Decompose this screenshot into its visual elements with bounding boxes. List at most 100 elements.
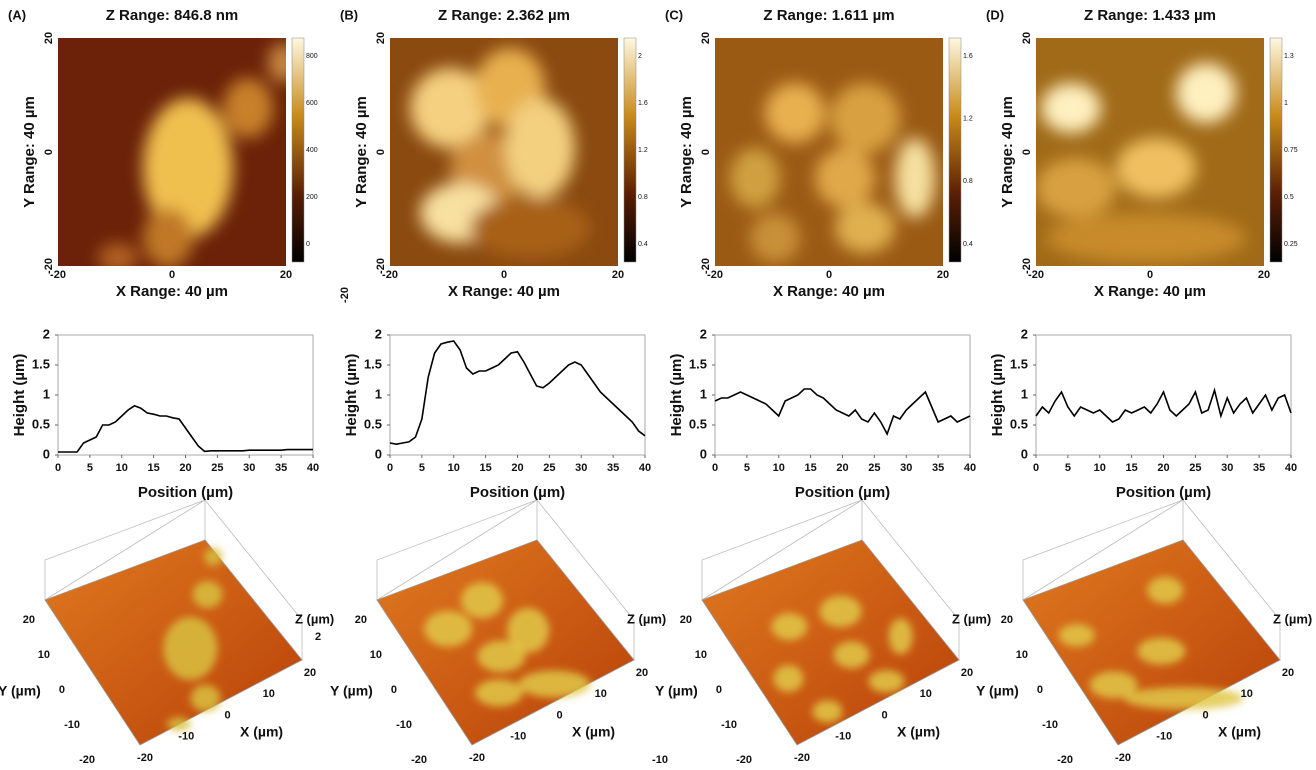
plot-frame: [715, 335, 970, 455]
surface-z-label: Z (µm): [1273, 611, 1312, 626]
colorbar: [949, 38, 961, 262]
x-tick-label: 35: [1253, 462, 1265, 474]
surface-feature: [834, 641, 870, 668]
image-y-tick: -20: [375, 258, 387, 274]
image-feature: [830, 83, 900, 153]
surface-x-tick: 0: [224, 709, 230, 721]
image-feature: [730, 148, 780, 208]
x-tick-label: 40: [1285, 462, 1297, 474]
surface-z-label: Z (µm): [952, 611, 991, 626]
surface-x-tick: 0: [1202, 709, 1208, 721]
surface-feature: [518, 670, 590, 697]
surface-x-tick: -20: [1115, 752, 1131, 764]
y-tick-label: 1: [1021, 386, 1028, 401]
surface-x-tick: 20: [1282, 667, 1294, 679]
surface-y-tick: 0: [391, 684, 397, 696]
image-x-tick: 20: [1258, 269, 1270, 281]
y-tick-label: 0.5: [1010, 416, 1028, 431]
image-x-tick: 0: [1147, 269, 1153, 281]
surface-x-tick: -20: [469, 752, 485, 764]
surface-y-tick: 20: [680, 614, 692, 626]
image-y-tick: 20: [700, 32, 712, 44]
image-x-tick: 0: [169, 269, 175, 281]
colorbar-tick: 0.4: [638, 241, 648, 248]
surface-x-label: X (µm): [572, 724, 615, 740]
y-tick-label: 2: [700, 326, 707, 341]
y-axis-label: Height (µm): [989, 354, 1006, 437]
surface-x-tick: 10: [1241, 688, 1253, 700]
afm-image: [390, 38, 618, 266]
x-tick-label: 5: [1065, 462, 1071, 474]
x-tick-label: 30: [900, 462, 912, 474]
surface-x-label: X (µm): [240, 724, 283, 740]
height-profile: [715, 389, 970, 434]
colorbar-tick: 0.8: [963, 178, 973, 185]
x-tick-label: 10: [773, 462, 785, 474]
y-tick-label: 1: [375, 386, 382, 401]
surface-z-tick: 2: [315, 631, 321, 643]
x-tick-label: 35: [607, 462, 619, 474]
surface-feature: [204, 548, 222, 566]
y-tick-label: 1.5: [1010, 356, 1028, 371]
image-y-tick: 0: [43, 149, 55, 155]
colorbar: [1270, 38, 1282, 262]
surface-feature: [889, 618, 913, 654]
surface-feature: [507, 608, 549, 653]
image-y-tick: 0: [700, 149, 712, 155]
surface-feature: [1059, 624, 1095, 647]
surface-y-tick: 10: [695, 649, 707, 661]
image-y-tick: 0: [375, 149, 387, 155]
image-y-tick: -20: [1021, 258, 1033, 274]
surface-x-tick: -20: [794, 752, 810, 764]
image-x-label: X Range: 40 µm: [116, 283, 228, 300]
surface-y-label: Y (µm): [976, 683, 1019, 699]
x-tick-label: 25: [868, 462, 880, 474]
image-x-tick: 0: [501, 269, 507, 281]
surface-y-tick: 0: [716, 684, 722, 696]
surface-z-label: Z (µm): [295, 611, 334, 626]
x-tick-label: 30: [575, 462, 587, 474]
surface-x-tick: -10: [510, 731, 526, 743]
surface-x-tick: -10: [1156, 731, 1172, 743]
image-feature: [1116, 138, 1196, 198]
x-axis-label: Position (µm): [795, 484, 890, 501]
surface-y-tick: 10: [1016, 649, 1028, 661]
x-tick-label: 10: [1094, 462, 1106, 474]
colorbar-tick: 1.2: [963, 116, 973, 123]
surface-y-label: Y (µm): [330, 683, 373, 699]
image-y-tick: -20: [700, 258, 712, 274]
x-tick-label: 25: [543, 462, 555, 474]
image-feature: [1176, 63, 1236, 123]
x-tick-label: 40: [639, 462, 651, 474]
figure: (A)Z Range: 846.8 nm-20020-20020X Range:…: [0, 0, 1316, 770]
y-tick-label: 0.5: [32, 416, 50, 431]
colorbar-tick: 1.2: [638, 147, 648, 154]
panel-label: (C): [665, 7, 683, 22]
x-tick-label: 10: [448, 462, 460, 474]
image-feature: [765, 83, 825, 143]
image-x-tick: 20: [280, 269, 292, 281]
colorbar-tick: 600: [306, 100, 318, 107]
x-tick-label: 20: [836, 462, 848, 474]
x-axis-label: Position (µm): [470, 484, 565, 501]
surface-feature: [812, 700, 842, 723]
afm-image: [715, 38, 943, 266]
colorbar-tick: 2: [638, 53, 642, 60]
surface-y-tick: 10: [38, 649, 50, 661]
colorbar-tick: 1.6: [963, 53, 973, 60]
image-x-tick: 20: [937, 269, 949, 281]
y-tick-label: 0.5: [364, 416, 382, 431]
surface-y-tick: -10: [396, 719, 412, 731]
x-tick-label: 40: [307, 462, 319, 474]
x-tick-label: 20: [1157, 462, 1169, 474]
surface-feature: [461, 582, 503, 618]
image-feature: [895, 138, 935, 218]
height-profile: [1036, 390, 1291, 422]
x-tick-label: 10: [116, 462, 128, 474]
panel-label: (B): [340, 7, 358, 22]
y-tick-label: 1.5: [689, 356, 707, 371]
colorbar-tick: 800: [306, 53, 318, 60]
panel-label: (D): [986, 7, 1004, 22]
surface-x-tick: 0: [556, 709, 562, 721]
x-tick-label: 15: [148, 462, 160, 474]
